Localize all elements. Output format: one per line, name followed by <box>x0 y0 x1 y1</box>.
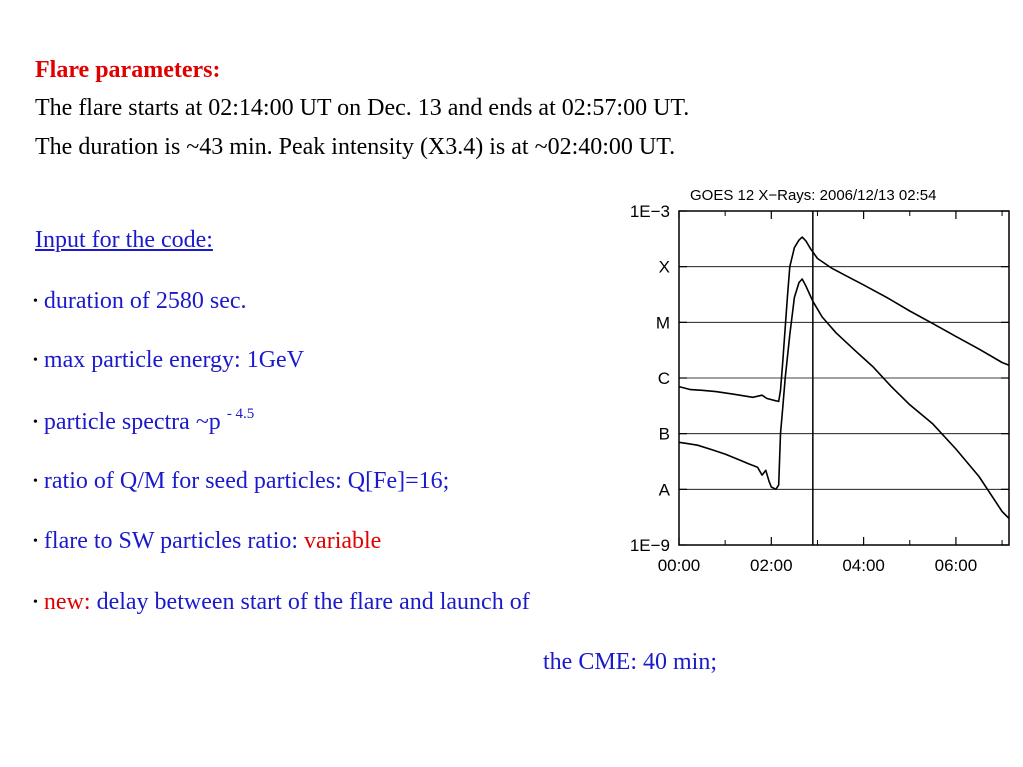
bullet-item-duration: • duration of 2580 sec. <box>33 289 247 313</box>
bullet-icon: • <box>33 353 38 368</box>
x-tick-label: 06:00 <box>935 556 978 575</box>
y-tick-label: C <box>658 369 670 388</box>
x-tick-label: 00:00 <box>658 556 701 575</box>
y-tick-label: 1E−3 <box>630 202 670 221</box>
series-line-2 <box>678 278 1010 519</box>
flare-parameters-heading: Flare parameters: <box>35 57 221 83</box>
y-tick-label: 1E−9 <box>630 536 670 555</box>
bullet-item-spectra: • particle spectra ~p - 4.5 <box>33 407 254 435</box>
bullet-icon: • <box>33 595 38 610</box>
y-tick-label: A <box>659 480 671 499</box>
bullet-item-max-energy: • max particle energy: 1GeV <box>33 348 304 372</box>
bullet-text: delay between start of the flare and lau… <box>90 589 530 615</box>
bullet-icon: • <box>33 474 38 489</box>
flare-duration-line: The duration is ~43 min. Peak intensity … <box>35 134 676 160</box>
bullet-item-flare-sw-ratio: • flare to SW particles ratio: variable <box>33 529 381 553</box>
bullet-icon: • <box>33 294 38 309</box>
input-for-code-heading: Input for the code: <box>35 227 213 253</box>
x-tick-label: 04:00 <box>842 556 885 575</box>
bullet-text: duration of 2580 sec. <box>43 288 247 314</box>
y-tick-label: B <box>659 425 670 444</box>
new-label: new: <box>43 589 91 615</box>
bullet-item-cme-delay: • new: delay between start of the flare … <box>33 590 530 614</box>
x-tick-label: 02:00 <box>750 556 793 575</box>
y-tick-label: X <box>659 258 670 277</box>
bullet-icon: • <box>33 415 38 430</box>
series-line-1 <box>678 236 1010 403</box>
y-tick-label: M <box>656 313 670 332</box>
bullet-icon: • <box>33 534 38 549</box>
bullet-text: max particle energy: 1GeV <box>43 347 305 373</box>
variable-label: variable <box>304 528 382 554</box>
bullet-text: flare to SW particles ratio: <box>43 528 305 554</box>
cme-delay-continuation: the CME: 40 min; <box>543 649 717 675</box>
chart-title: GOES 12 X−Rays: 2006/12/13 02:54 <box>690 187 936 204</box>
bullet-text: particle spectra ~p <box>43 409 221 435</box>
bullet-item-qm-ratio: • ratio of Q/M for seed particles: Q[Fe]… <box>33 469 449 493</box>
flare-time-line: The flare starts at 02:14:00 UT on Dec. … <box>35 95 690 121</box>
spectra-exponent: - 4.5 <box>226 406 255 422</box>
bullet-text: ratio of Q/M for seed particles: Q[Fe]=1… <box>43 468 450 494</box>
